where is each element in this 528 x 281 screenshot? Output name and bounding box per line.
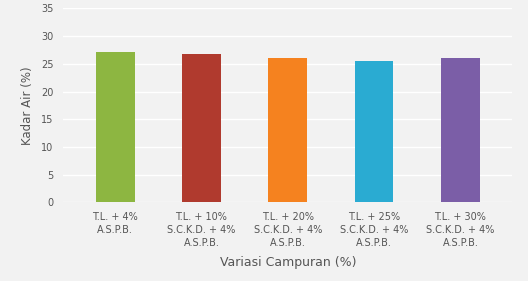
Bar xyxy=(355,60,393,202)
Bar xyxy=(441,58,480,202)
X-axis label: Variasi Campuran (%): Variasi Campuran (%) xyxy=(220,256,356,269)
Bar xyxy=(96,52,135,202)
Bar xyxy=(268,58,307,202)
Y-axis label: Kadar Air (%): Kadar Air (%) xyxy=(21,66,34,145)
Bar xyxy=(182,54,221,202)
